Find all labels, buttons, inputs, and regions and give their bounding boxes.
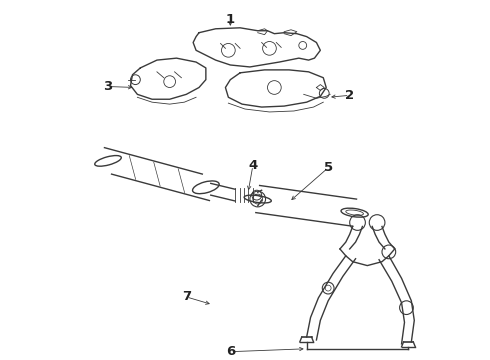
Text: 3: 3	[103, 80, 113, 93]
Ellipse shape	[341, 208, 368, 217]
Text: 2: 2	[345, 89, 354, 102]
Text: 7: 7	[182, 291, 191, 303]
Text: 5: 5	[323, 161, 333, 174]
Text: 1: 1	[226, 13, 235, 26]
Text: 4: 4	[248, 159, 257, 172]
Text: 6: 6	[226, 345, 235, 358]
